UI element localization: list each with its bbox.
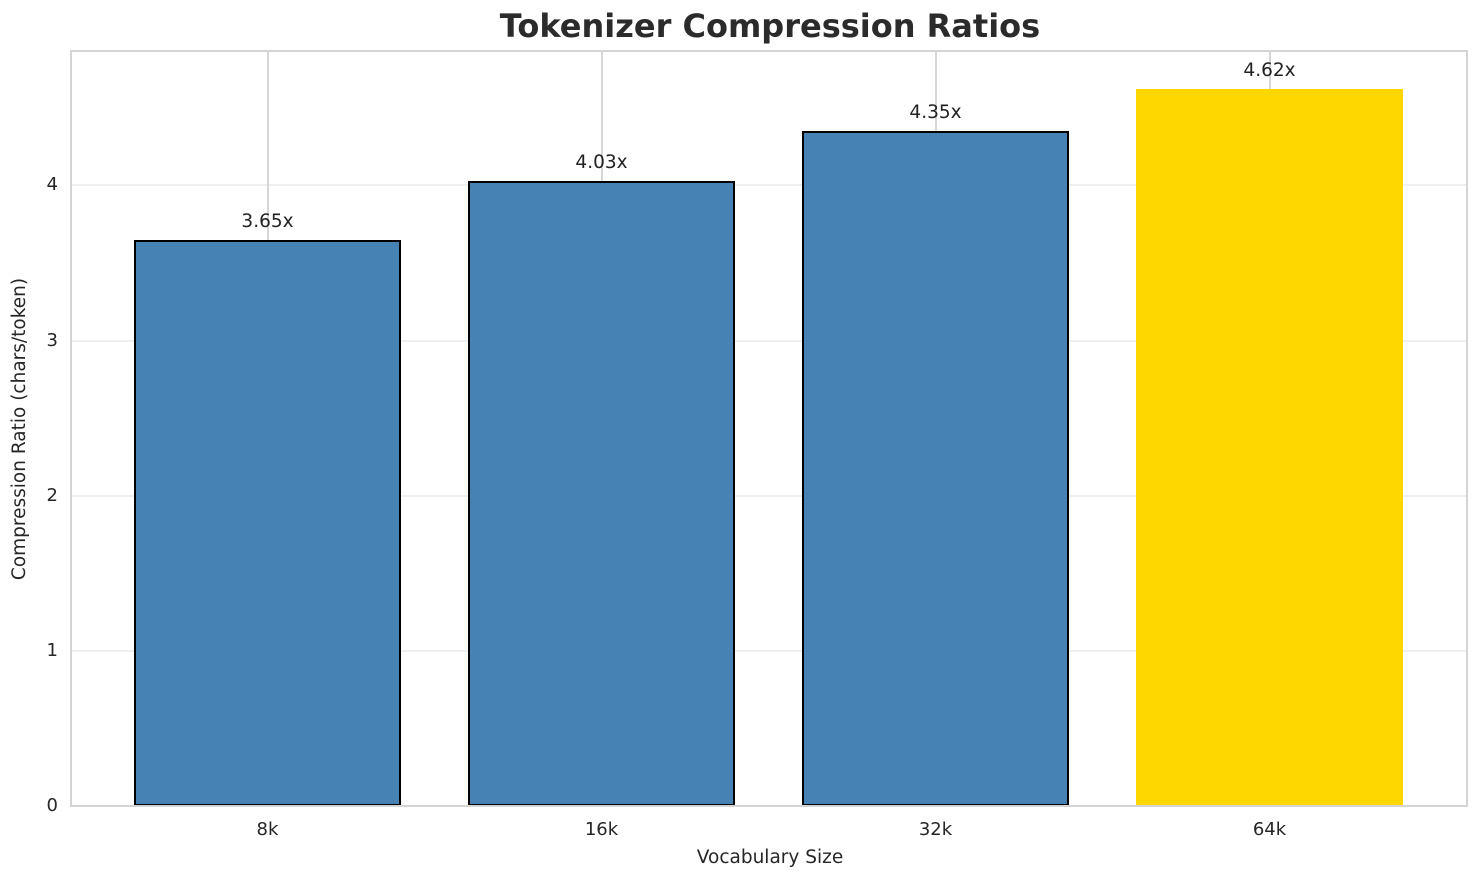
chart-title: Tokenizer Compression Ratios xyxy=(499,7,1041,45)
bar-16k xyxy=(468,180,735,806)
y-tick-label: 2 xyxy=(46,484,58,506)
y-axis-label: Compression Ratio (chars/token) xyxy=(9,277,30,581)
horizontal-gridline xyxy=(72,649,1468,652)
bar-value-label: 4.03x xyxy=(575,151,628,173)
x-axis-label: Vocabulary Size xyxy=(696,847,844,868)
y-tick-label: 0 xyxy=(46,795,58,816)
x-tick-label: 32k xyxy=(918,819,953,840)
bar-32k xyxy=(802,131,1069,806)
y-tick-label: 1 xyxy=(46,639,58,661)
horizontal-gridline xyxy=(72,339,1468,342)
bar-value-label: 3.65x xyxy=(241,210,294,232)
bar-64k xyxy=(1136,89,1403,806)
horizontal-gridline xyxy=(72,184,1468,187)
bar-value-label: 4.35x xyxy=(909,102,962,124)
horizontal-gridline xyxy=(72,494,1468,497)
x-tick-label: 16k xyxy=(584,819,619,840)
bar-value-label: 4.62x xyxy=(1243,60,1296,82)
x-tick-label: 64k xyxy=(1252,819,1287,840)
y-tick-label: 4 xyxy=(46,174,58,196)
x-tick-label: 8k xyxy=(256,819,279,840)
y-tick-label: 3 xyxy=(46,329,58,351)
bar-8k xyxy=(134,239,401,806)
